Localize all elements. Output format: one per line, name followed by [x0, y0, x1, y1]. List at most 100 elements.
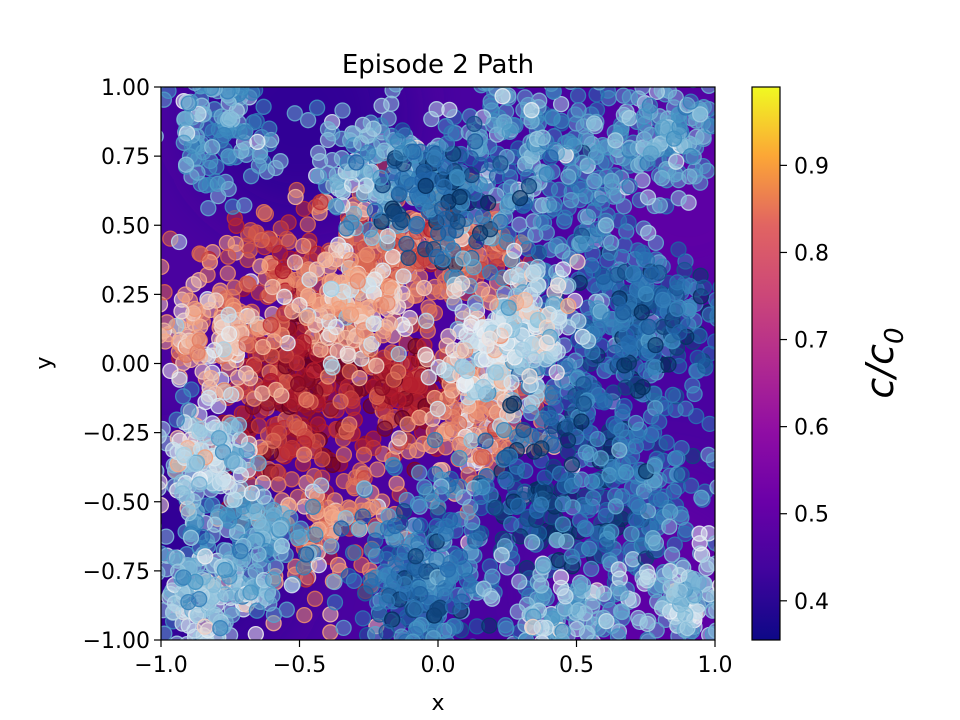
path-point	[677, 606, 694, 623]
path-point	[520, 639, 525, 640]
path-point	[623, 525, 640, 543]
path-point	[344, 544, 362, 561]
path-point	[497, 471, 514, 488]
path-point	[395, 503, 413, 520]
path-point	[681, 168, 698, 185]
path-point	[560, 297, 577, 315]
path-point	[304, 498, 322, 515]
x-axis: −1.0 −0.5 0.0 0.5 1.0	[134, 640, 733, 678]
path-point	[161, 87, 177, 100]
path-point	[466, 115, 483, 133]
path-point	[570, 602, 587, 619]
path-point	[661, 518, 678, 535]
path-point	[366, 202, 384, 219]
path-point	[252, 258, 269, 275]
path-point	[704, 602, 715, 619]
path-point	[384, 248, 401, 266]
path-point	[492, 213, 509, 231]
y-tick-label: −1.00	[83, 629, 150, 654]
path-point	[174, 388, 192, 405]
path-point	[210, 429, 228, 447]
path-point	[436, 580, 453, 597]
path-point	[477, 432, 494, 449]
path-point	[554, 243, 571, 260]
path-point	[428, 248, 445, 266]
path-point	[700, 446, 715, 464]
path-point	[241, 370, 259, 387]
path-point	[196, 618, 214, 635]
path-point	[391, 430, 408, 447]
path-point	[570, 579, 587, 596]
colorbar-tick-label: 0.5	[794, 503, 829, 528]
path-point	[286, 414, 303, 431]
path-point	[338, 220, 355, 237]
path-point	[537, 351, 554, 368]
path-point	[688, 128, 705, 146]
path-point	[523, 102, 540, 119]
path-point	[243, 485, 261, 502]
path-point	[264, 571, 282, 588]
path-point	[379, 227, 397, 245]
path-point	[254, 385, 271, 402]
path-point	[179, 635, 195, 640]
path-point	[544, 109, 561, 127]
path-point	[501, 123, 518, 140]
path-point	[584, 598, 601, 615]
path-point	[216, 126, 233, 144]
path-point	[670, 241, 687, 258]
path-point	[345, 572, 363, 590]
path-point	[332, 393, 349, 410]
path-point	[232, 466, 250, 484]
path-point	[319, 303, 336, 321]
path-point	[253, 231, 270, 249]
path-point	[523, 534, 541, 551]
path-point	[713, 544, 715, 554]
path-point	[367, 532, 384, 549]
path-point	[161, 87, 167, 88]
path-point	[328, 241, 345, 258]
path-point	[359, 246, 376, 264]
path-point	[390, 345, 407, 363]
path-point	[670, 190, 687, 207]
path-point	[161, 625, 173, 640]
path-point	[206, 606, 223, 623]
path-point	[505, 395, 523, 412]
path-point	[354, 116, 372, 134]
path-point	[310, 168, 328, 185]
path-point	[575, 376, 592, 393]
colorbar-ticks: 0.4 0.5 0.6 0.7 0.8 0.9	[780, 154, 829, 615]
path-point	[698, 162, 715, 179]
path-point	[365, 315, 382, 332]
path-point	[247, 625, 264, 640]
path-point	[221, 109, 238, 126]
path-point	[511, 189, 529, 207]
path-point	[240, 276, 257, 293]
path-point	[538, 224, 555, 241]
path-point	[709, 479, 715, 495]
path-point	[180, 593, 197, 611]
path-point	[647, 400, 664, 417]
path-point	[545, 389, 562, 406]
path-point	[265, 432, 282, 449]
path-point	[700, 87, 715, 94]
y-tick-label: 0.25	[101, 283, 150, 308]
path-point	[575, 395, 592, 412]
path-point	[271, 244, 289, 262]
path-point	[494, 88, 511, 105]
path-point	[521, 368, 538, 385]
path-point	[534, 129, 551, 146]
path-point	[708, 291, 715, 308]
path-point	[639, 189, 657, 206]
path-point	[273, 537, 291, 555]
path-point	[408, 217, 425, 235]
path-point	[664, 386, 681, 404]
path-point	[609, 294, 626, 312]
path-point	[319, 121, 337, 138]
path-point	[335, 446, 353, 463]
path-point	[378, 551, 395, 568]
path-point	[451, 188, 468, 206]
path-point	[463, 432, 480, 449]
path-point	[324, 359, 341, 376]
path-point	[439, 561, 457, 578]
path-point	[286, 254, 304, 271]
